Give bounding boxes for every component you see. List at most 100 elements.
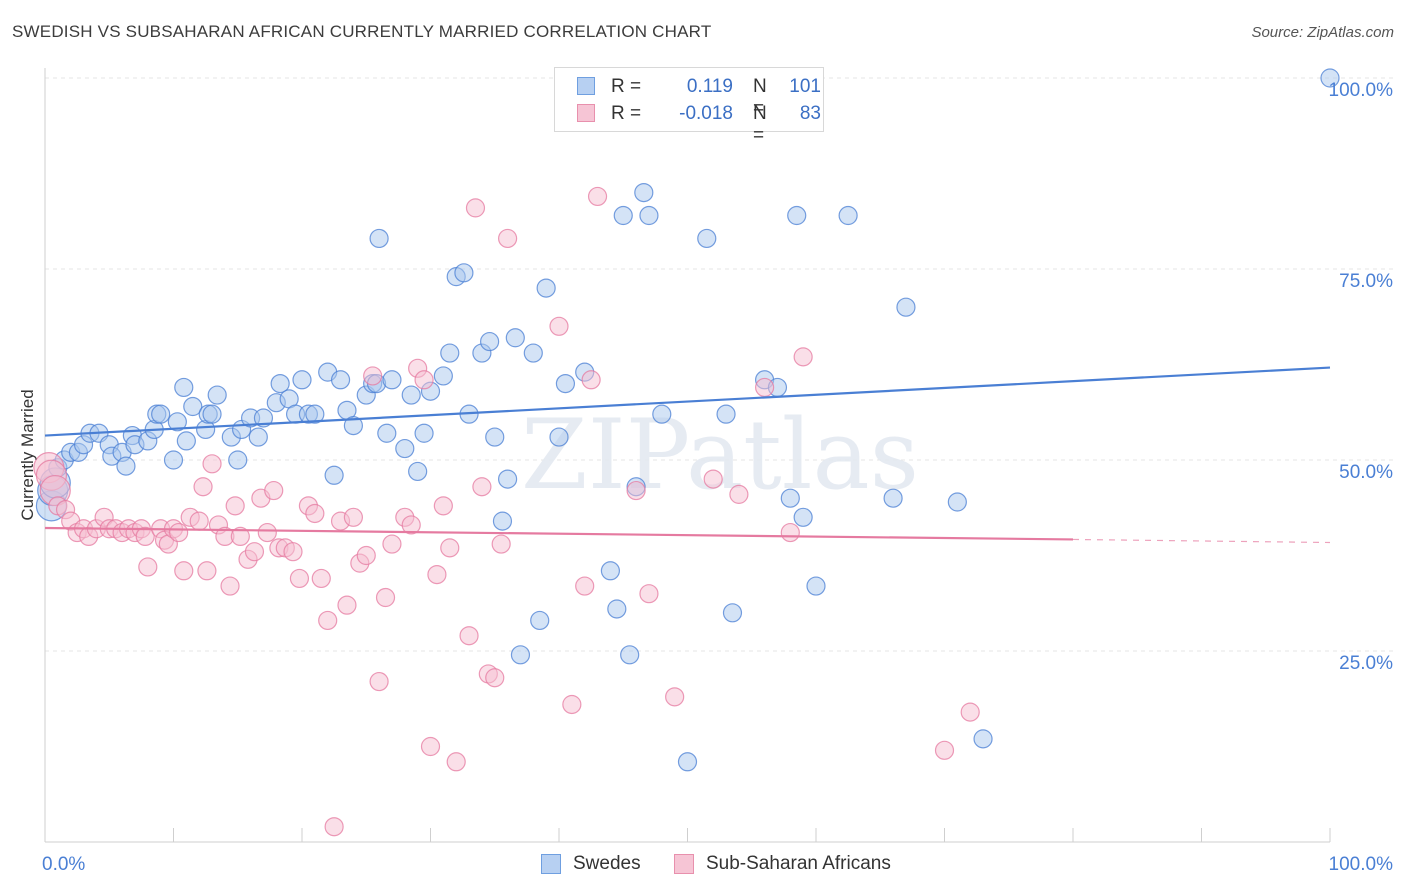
y-tick-label: 75.0% [1339, 271, 1393, 292]
y-tick-labels: 25.0% 50.0% 75.0% 100.0% [1329, 80, 1394, 674]
x-tick-label: 0.0% [42, 854, 85, 875]
data-point [377, 423, 397, 443]
legend-n-label: N = [753, 103, 767, 146]
data-point [505, 328, 525, 348]
data-point [283, 542, 303, 562]
data-point [167, 412, 187, 432]
data-point [311, 568, 331, 589]
data-point [356, 545, 376, 566]
data-point [440, 538, 460, 558]
data-point [454, 263, 474, 283]
data-point [626, 480, 646, 501]
data-point [193, 477, 213, 497]
data-point [337, 595, 357, 615]
data-point [305, 404, 325, 424]
data-point [491, 534, 511, 554]
data-point [613, 205, 633, 226]
data-point [440, 343, 460, 363]
bottom-legend: Swedes Sub-Saharan Africans [0, 852, 1406, 878]
legend-swatch-sub-saharan [577, 104, 595, 122]
data-point [677, 752, 698, 772]
data-point [459, 626, 479, 646]
data-point [289, 568, 310, 589]
data-point [780, 522, 800, 543]
data-point [480, 331, 500, 352]
data-point [330, 370, 351, 390]
data-point [433, 496, 453, 516]
data-point [485, 668, 505, 688]
y-axis-label: Currently Married [18, 389, 37, 521]
data-point [607, 599, 627, 619]
data-point [174, 377, 194, 398]
data-point [934, 740, 955, 760]
y-tick-label: 50.0% [1339, 462, 1393, 483]
bottom-legend-label: Swedes [573, 853, 641, 874]
data-point [1320, 68, 1340, 88]
data-point [652, 404, 672, 424]
legend-swatch-swedes [577, 77, 595, 95]
data-point [382, 534, 402, 554]
legend-r-label: R = [611, 76, 642, 97]
data-point [343, 507, 363, 527]
legend-r-value: 0.119 [686, 76, 733, 97]
data-point [536, 278, 556, 298]
data-point [401, 515, 421, 535]
data-point [806, 576, 826, 596]
data-point [363, 366, 383, 386]
legend-n-value: 101 [789, 76, 821, 97]
legend-n-label: N = [753, 76, 767, 119]
trend-lines [44, 366, 1331, 544]
data-point [523, 343, 543, 363]
data-point [896, 297, 916, 317]
data-point [787, 205, 807, 226]
data-point [587, 186, 608, 207]
data-point [414, 370, 434, 390]
data-point [793, 507, 813, 527]
data-point [793, 347, 813, 367]
trend-line [44, 526, 1074, 541]
data-point [305, 503, 325, 524]
data-point [183, 396, 203, 417]
data-point [264, 480, 284, 501]
data-point [549, 427, 569, 447]
data-point [248, 427, 268, 447]
data-point [202, 454, 222, 474]
x-tick-label: 100.0% [1329, 854, 1394, 875]
data-point [485, 427, 505, 447]
data-point [324, 465, 344, 485]
data-point [369, 671, 389, 692]
data-point [343, 416, 363, 436]
data-point [292, 370, 312, 390]
data-point [420, 736, 441, 757]
data-point [427, 564, 447, 585]
data-point [220, 576, 240, 596]
data-point [207, 385, 227, 405]
data-point [620, 645, 640, 665]
series-sub-saharan-africans [33, 186, 980, 837]
data-point [498, 469, 518, 489]
data-point [176, 431, 196, 451]
data-point [722, 603, 743, 623]
data-point [414, 423, 434, 443]
data-point [634, 183, 654, 203]
data-point [446, 752, 466, 772]
data-point [369, 228, 389, 249]
data-point [703, 469, 723, 489]
data-point [960, 702, 980, 722]
data-point [408, 461, 428, 482]
data-point [135, 526, 155, 547]
chart-source: Source: ZipAtlas.com [1251, 24, 1394, 41]
data-point [253, 408, 274, 428]
data-point [270, 374, 290, 394]
data-point [716, 404, 736, 424]
data-point [257, 522, 277, 543]
chart-title: SWEDISH VS SUBSAHARAN AFRICAN CURRENTLY … [12, 22, 712, 41]
data-point [225, 496, 245, 516]
data-point [174, 561, 194, 581]
data-point [244, 542, 265, 562]
data-point [189, 511, 209, 531]
data-point [169, 522, 189, 543]
bottom-legend-swatch-swedes [541, 854, 561, 874]
data-point [472, 477, 492, 497]
